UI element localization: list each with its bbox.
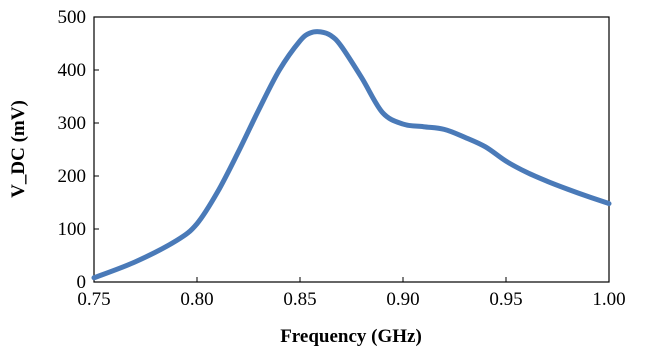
y-tick-label: 500	[58, 7, 87, 28]
plot-area	[93, 16, 610, 283]
tick-labels: 0.75 0.80 0.85 0.90 0.95 1.00 0 100 200 300 400 500	[58, 7, 626, 310]
y-axis-title: V_DC (mV)	[8, 100, 29, 198]
y-tick-label: 100	[58, 219, 87, 240]
y-tick-label: 300	[58, 113, 87, 134]
y-tick-label: 200	[58, 166, 87, 187]
series-layer	[91, 29, 612, 281]
y-tick-label: 400	[58, 60, 87, 81]
x-tick-label: 0.85	[283, 289, 316, 310]
x-tick-label: 0.90	[386, 289, 419, 310]
x-tick-label: 1.00	[592, 289, 625, 310]
x-axis-title: Frequency (GHz)	[280, 326, 422, 347]
x-tick-label: 0.80	[180, 289, 213, 310]
series-line	[91, 29, 612, 281]
x-tick-label: 0.75	[77, 289, 110, 310]
y-tick-label: 0	[77, 272, 87, 293]
x-tick-label: 0.95	[489, 289, 522, 310]
